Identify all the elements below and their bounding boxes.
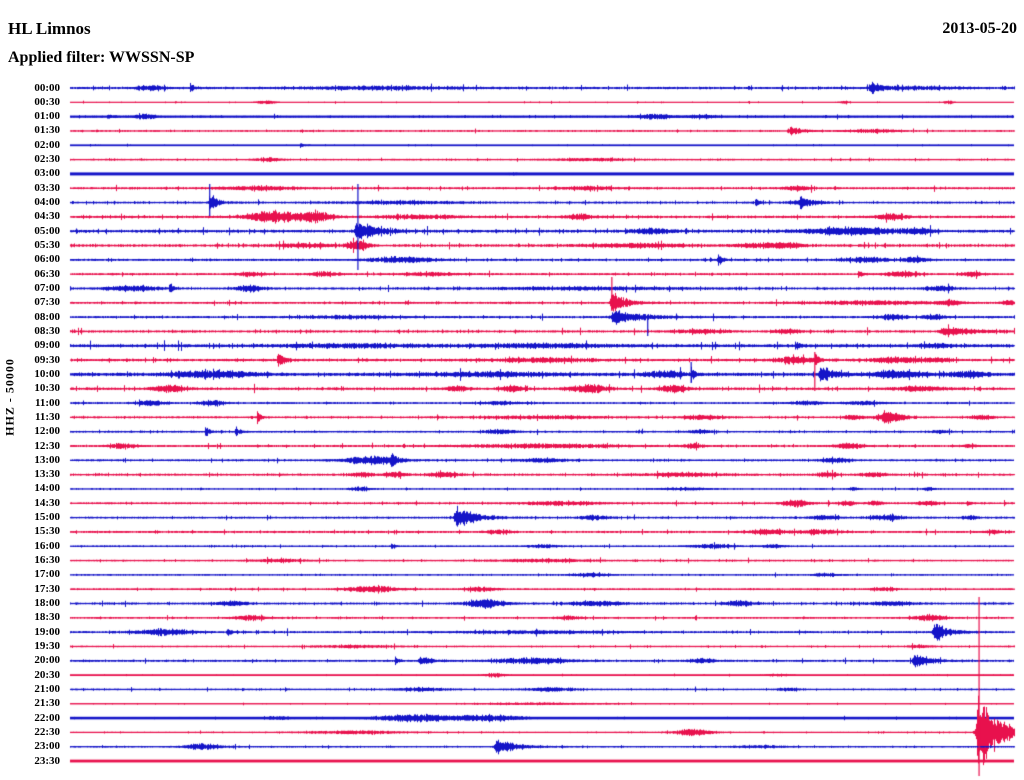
trace-time-label: 17:30 xyxy=(34,582,60,595)
trace-time-label: 12:30 xyxy=(34,439,60,452)
trace-time-label: 22:30 xyxy=(34,725,60,738)
trace-time-label: 04:30 xyxy=(34,210,60,223)
trace-time-label: 14:30 xyxy=(34,496,60,509)
trace-time-label: 03:30 xyxy=(34,181,60,194)
trace-time-label: 16:00 xyxy=(34,539,60,552)
trace-time-label: 01:00 xyxy=(34,110,60,123)
trace-time-label: 18:00 xyxy=(34,597,60,610)
trace-time-label: 00:00 xyxy=(34,81,60,94)
trace-time-label: 17:00 xyxy=(34,568,60,581)
trace-time-label: 05:30 xyxy=(34,239,60,252)
trace-time-label: 05:00 xyxy=(34,224,60,237)
trace-time-label: 11:30 xyxy=(34,410,60,423)
trace-time-label: 20:30 xyxy=(34,668,60,681)
trace-time-label: 07:00 xyxy=(34,281,60,294)
trace-time-label: 18:30 xyxy=(34,611,60,624)
trace-time-label: 21:30 xyxy=(34,697,60,710)
trace-time-label: 09:00 xyxy=(34,339,60,352)
trace-time-label: 22:00 xyxy=(34,711,60,724)
trace-time-label: 06:00 xyxy=(34,253,60,266)
trace-time-label: 20:00 xyxy=(34,654,60,667)
trace-time-label: 23:30 xyxy=(34,754,60,767)
trace-time-label: 11:00 xyxy=(34,396,60,409)
trace-time-label: 02:30 xyxy=(34,153,60,166)
trace-time-label: 01:30 xyxy=(34,124,60,137)
trace-time-label: 10:30 xyxy=(34,382,60,395)
trace-time-label: 19:00 xyxy=(34,625,60,638)
trace-time-label: 21:00 xyxy=(34,682,60,695)
trace-time-label: 13:30 xyxy=(34,468,60,481)
trace-time-label: 23:00 xyxy=(34,740,60,753)
filter-label: Applied filter: WWSSN-SP xyxy=(8,49,195,66)
trace-time-label: 02:00 xyxy=(34,138,60,151)
trace-time-label: 15:30 xyxy=(34,525,60,538)
trace-time-label: 09:30 xyxy=(34,353,60,366)
trace-time-label: 03:00 xyxy=(34,167,60,180)
trace-time-label: 08:30 xyxy=(34,324,60,337)
trace-time-label: 10:00 xyxy=(34,367,60,380)
date-label: 2013-05-20 xyxy=(942,20,1017,37)
trace-time-label: 00:30 xyxy=(34,95,60,108)
trace-time-label: 19:30 xyxy=(34,639,60,652)
trace-time-label: 14:00 xyxy=(34,482,60,495)
trace-time-label: 08:00 xyxy=(34,310,60,323)
trace-time-label: 15:00 xyxy=(34,511,60,524)
trace-time-label: 06:30 xyxy=(34,267,60,280)
trace-time-label: 04:00 xyxy=(34,196,60,209)
trace-time-label: 16:30 xyxy=(34,554,60,567)
station-title: HL Limnos xyxy=(8,19,91,38)
trace-time-label: 07:30 xyxy=(34,296,60,309)
trace-time-label: 13:00 xyxy=(34,453,60,466)
trace-time-label: 12:00 xyxy=(34,425,60,438)
